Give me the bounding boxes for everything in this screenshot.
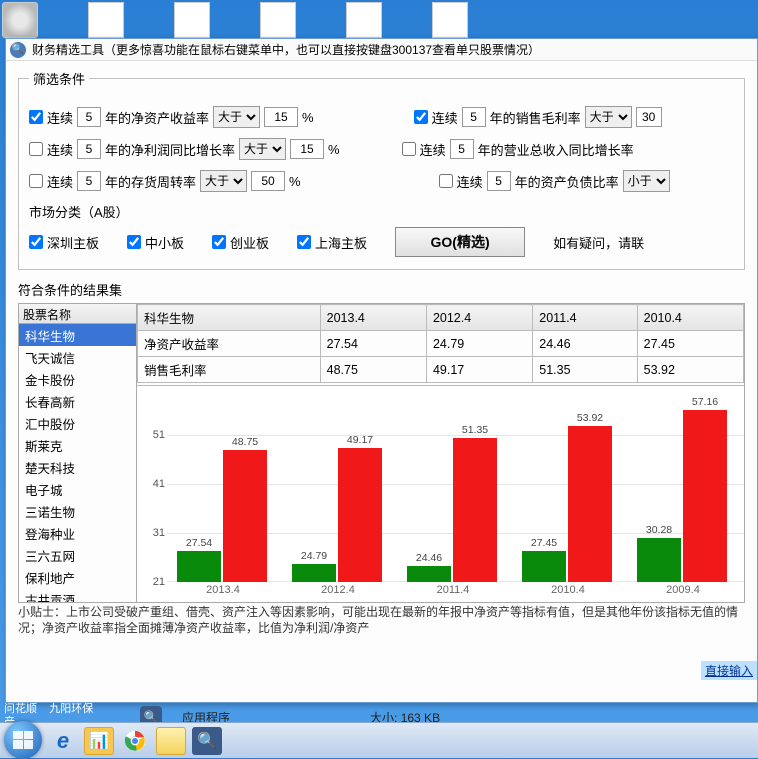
stock-list[interactable]: 科华生物飞天诚信金卡股份长春高新汇中股份斯莱克楚天科技电子城三诺生物登海种业三六… (19, 324, 136, 602)
stock-list-panel: 股票名称 科华生物飞天诚信金卡股份长春高新汇中股份斯莱克楚天科技电子城三诺生物登… (19, 304, 137, 602)
filter-legend: 筛选条件 (29, 69, 89, 88)
stock-item[interactable]: 长春高新 (19, 390, 136, 412)
stock-item[interactable]: 汇中股份 (19, 412, 136, 434)
stock-item[interactable]: 科华生物 (19, 324, 136, 346)
stock-item[interactable]: 金卡股份 (19, 368, 136, 390)
stock-item[interactable]: 保利地产 (19, 566, 136, 588)
search-app-icon[interactable]: 🔍 (192, 727, 222, 755)
filter-roa-years[interactable] (77, 107, 101, 127)
filter-debt-check[interactable] (439, 174, 453, 188)
help-text: 如有疑问，请联 (553, 233, 644, 252)
market-legend: 市场分类（A股） (29, 202, 734, 221)
filter-gross-years[interactable] (462, 107, 486, 127)
filter-revenue: 连续 年的营业总收入同比增长率 (402, 138, 634, 160)
market-sme[interactable]: 中小板 (127, 233, 184, 252)
taskbar: e 📊 🔍 (0, 722, 758, 758)
filter-debt: 连续 年的资产负债比率 小于 (439, 170, 670, 192)
filter-inventory-check[interactable] (29, 174, 43, 188)
desktop-file-icon[interactable] (346, 2, 382, 38)
data-table: 科华生物2013.42012.42011.42010.4净资产收益率27.542… (137, 304, 744, 383)
stock-item[interactable]: 登海种业 (19, 522, 136, 544)
stock-item[interactable]: 三诺生物 (19, 500, 136, 522)
direct-input-link[interactable]: 直接输入 (701, 661, 757, 680)
trash-icon[interactable] (2, 2, 38, 38)
tip-text: 小贴士：上市公司受破产重组、借壳、资产注入等因素影响，可能出现在最新的年报中净资… (18, 605, 745, 636)
filter-gross: 连续 年的销售毛利率 大于 (414, 106, 662, 128)
filter-gross-op[interactable]: 大于 (585, 106, 632, 128)
chart-area: 2131415127.5448.7524.7949.1724.4651.3527… (137, 385, 744, 602)
market-sh[interactable]: 上海主板 (297, 233, 367, 252)
desktop-file-icon[interactable] (174, 2, 210, 38)
start-button[interactable] (4, 721, 42, 759)
filter-inventory: 连续 年的存货周转率 大于 % (29, 170, 301, 192)
filter-gross-check[interactable] (414, 110, 428, 124)
filter-roa-check[interactable] (29, 110, 43, 124)
stock-header: 股票名称 (19, 304, 136, 324)
desktop-icons (0, 2, 758, 38)
desktop-file-icon[interactable] (260, 2, 296, 38)
stock-item[interactable]: 楚天科技 (19, 456, 136, 478)
app1-icon[interactable]: 📊 (84, 727, 114, 755)
window-title: 财务精选工具（更多惊喜功能在鼠标右键菜单中，也可以直接按键盘300137查看单只… (32, 41, 540, 58)
stock-item[interactable]: 飞天诚信 (19, 346, 136, 368)
app-icon: 🔍 (10, 42, 26, 58)
filter-profit-check[interactable] (29, 142, 43, 156)
desktop-file-icon[interactable] (88, 2, 124, 38)
ie-icon[interactable]: e (48, 727, 78, 755)
stock-item[interactable]: 斯莱克 (19, 434, 136, 456)
titlebar: 🔍 财务精选工具（更多惊喜功能在鼠标右键菜单中，也可以直接按键盘300137查看… (6, 39, 757, 61)
results-panel: 股票名称 科华生物飞天诚信金卡股份长春高新汇中股份斯莱克楚天科技电子城三诺生物登… (18, 303, 745, 603)
chrome-icon[interactable] (120, 727, 150, 755)
filter-gross-val[interactable] (636, 107, 662, 127)
data-panel: 科华生物2013.42012.42011.42010.4净资产收益率27.542… (137, 304, 744, 602)
stock-item[interactable]: 古井贡酒 (19, 588, 136, 602)
go-button[interactable]: GO(精选) (395, 227, 525, 257)
market-sz[interactable]: 深圳主板 (29, 233, 99, 252)
main-window: 🔍 财务精选工具（更多惊喜功能在鼠标右键菜单中，也可以直接按键盘300137查看… (5, 38, 758, 703)
filter-fieldset: 筛选条件 连续 年的净资产收益率 大于 % 连续 年的销售毛利率 大于 (18, 69, 745, 270)
filter-roa-op[interactable]: 大于 (213, 106, 260, 128)
filter-profit: 连续 年的净利润同比增长率 大于 % (29, 138, 340, 160)
results-label: 符合条件的结果集 (18, 280, 745, 299)
filter-roa-val[interactable] (264, 107, 298, 127)
filter-revenue-check[interactable] (402, 142, 416, 156)
stock-item[interactable]: 三六五网 (19, 544, 136, 566)
explorer-icon[interactable] (156, 727, 186, 755)
stock-item[interactable]: 电子城 (19, 478, 136, 500)
market-gem[interactable]: 创业板 (212, 233, 269, 252)
desktop-file-icon[interactable] (432, 2, 468, 38)
filter-roa: 连续 年的净资产收益率 大于 % (29, 106, 314, 128)
